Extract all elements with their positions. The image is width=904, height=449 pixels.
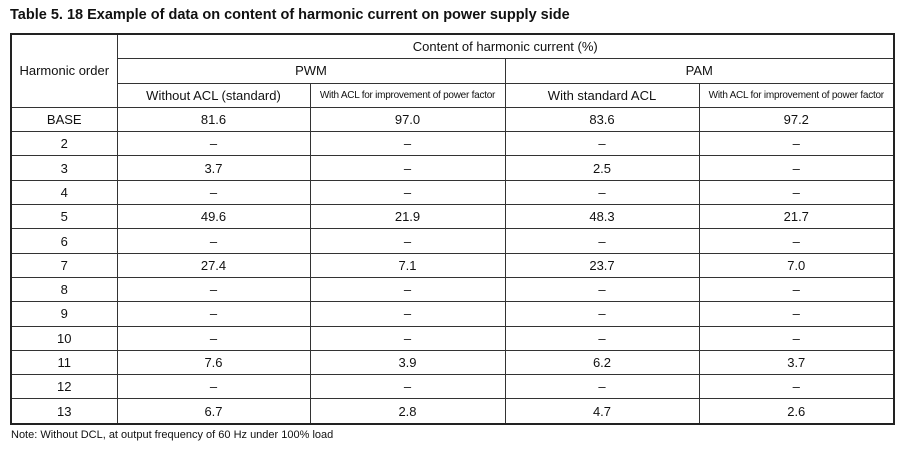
value-cell: – [504,179,700,206]
value-cell: – [116,131,311,157]
data-row: 9– – – – [10,301,895,327]
order-cell: 7 [10,252,118,278]
group-name: PAM [504,58,895,84]
value-cell: – [309,374,506,400]
order-cell: 9 [10,301,118,327]
value-cell: – [116,301,311,327]
data-row: 2– – – – [10,131,895,157]
data-row: 8– – – – [10,276,895,303]
table-title: Table 5. 18 Example of data on content o… [10,7,570,23]
harmonic-table: Harmonic order Content of harmonic curre… [10,33,896,425]
value-cell: – [698,131,895,157]
value-cell: – [698,155,895,181]
value-cell: 21.9 [309,204,506,230]
value-cell: – [698,325,895,351]
value-cell: – [504,374,700,400]
order-cell: 5 [10,204,118,230]
data-row: 10– – – – [10,325,895,351]
value-cell: 6.7 [116,398,311,425]
value-cell: – [698,374,895,400]
value-cell: – [504,228,700,254]
value-cell: 3.7 [698,349,895,376]
value-cell: 97.0 [309,106,506,133]
value-cell: – [504,301,700,327]
value-cell: 23.7 [504,252,700,278]
header-row: PWM PAM [11,58,895,84]
value-cell: – [309,228,506,254]
value-cell: 3.9 [309,349,506,376]
value-cell: – [309,325,506,351]
group-header: Content of harmonic current (%) [116,33,895,60]
order-cell: 11 [10,349,118,376]
value-cell: 27.4 [116,252,311,278]
value-cell: 2.5 [504,155,700,181]
order-cell: 13 [10,398,118,425]
data-row: 7 27.4 7.1 23.7 7.0 [10,252,895,278]
data-row: BASE 81.6 97.0 83.6 97.2 [10,106,895,133]
order-cell: 4 [10,179,118,206]
value-cell: 7.1 [309,252,506,278]
value-cell: 4.7 [504,398,700,425]
value-cell: – [116,374,311,400]
table-head: Harmonic order Content of harmonic curre… [10,33,895,108]
value-cell: – [698,276,895,303]
value-cell: – [504,276,700,303]
data-row: 12– – – – [10,374,895,400]
value-cell: 81.6 [116,106,311,133]
column-header: With ACL for improvement of power factor [309,82,506,108]
order-header: Harmonic order [10,33,118,108]
order-cell: BASE [10,106,118,133]
order-cell: 8 [10,276,118,303]
value-cell: – [309,276,506,303]
value-cell: 21.7 [698,204,895,230]
value-cell: 49.6 [116,204,311,230]
value-cell: – [698,179,895,206]
value-cell: – [116,179,311,206]
data-row: 6– – – – [10,228,895,254]
value-cell: 6.2 [504,349,700,376]
header-row: Harmonic order Content of harmonic curre… [10,33,895,108]
value-cell: – [116,325,311,351]
value-cell: – [116,228,311,254]
value-cell: – [504,325,700,351]
data-row: 13 6.7 2.8 4.7 2.6 [10,398,895,425]
value-cell: – [309,131,506,157]
column-header: With standard ACL [504,82,700,108]
value-cell: – [309,155,506,181]
data-row: 11 7.6 3.9 6.2 3.7 [10,349,895,376]
value-cell: – [698,228,895,254]
value-cell: 7.6 [116,349,311,376]
order-cell: 10 [10,325,118,351]
column-header: With ACL for improvement of power factor [698,82,895,108]
order-cell: 6 [10,228,118,254]
value-cell: – [309,301,506,327]
value-cell: 3.7 [116,155,311,181]
column-header: Without ACL (standard) [116,82,311,108]
order-cell: 3 [10,155,118,181]
order-cell: 2 [10,131,118,157]
value-cell: 48.3 [504,204,700,230]
value-cell: – [698,301,895,327]
value-cell: 7.0 [698,252,895,278]
value-cell: – [309,179,506,206]
value-cell: 2.6 [698,398,895,425]
note: Note: Without DCL, at output frequency o… [11,429,334,441]
data-row: 5 49.6 21.9 48.3 21.7 [10,204,895,230]
header-row: Without ACL (standard) With ACL for impr… [11,82,895,108]
table-body: BASE 81.6 97.0 83.6 97.2 2– – – –3 3.7–2.5–4– – – –5… [10,106,895,425]
data-row: 4– – – – [10,179,895,206]
value-cell: – [504,131,700,157]
value-cell: – [116,276,311,303]
group-name: PWM [116,58,506,84]
value-cell: 97.2 [698,106,895,133]
order-cell: 12 [10,374,118,400]
value-cell: 2.8 [309,398,506,425]
value-cell: 83.6 [504,106,700,133]
data-row: 3 3.7–2.5– [10,155,895,181]
